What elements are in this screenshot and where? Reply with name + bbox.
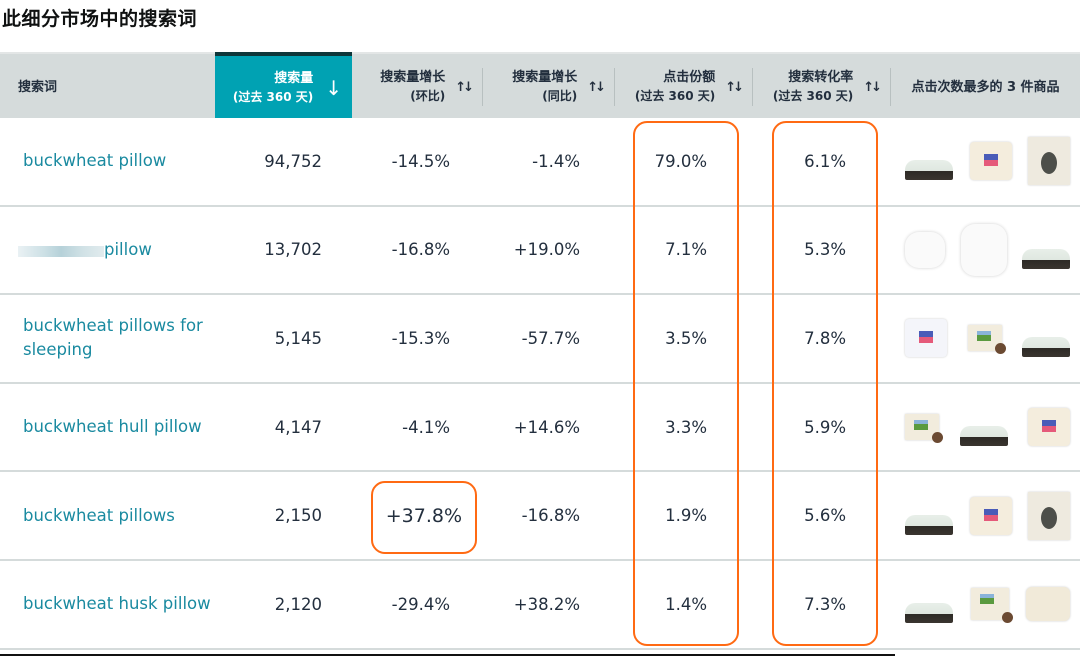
page-title: 此细分市场中的搜索词	[2, 8, 198, 30]
product-thumbnail-buckwheat-pillow[interactable]	[1022, 337, 1070, 358]
product-thumbnail-square-pillow[interactable]	[1028, 137, 1070, 186]
product-thumbnail-landscape-pillow-set[interactable]	[970, 588, 1013, 624]
growth-mom: -15.3%	[391, 328, 450, 348]
product-thumbnail-buckwheat-pillow[interactable]	[905, 160, 953, 181]
search-volume: 2,150	[274, 506, 322, 526]
product-thumbnail-usa-pillow[interactable]	[1028, 408, 1070, 447]
sort-descending-icon[interactable]: ↓	[325, 76, 342, 100]
col-header-top-products: 点击次数最多的 3 件商品	[911, 79, 1060, 95]
click-share: 79.0%	[654, 151, 707, 171]
growth-yoy: -1.4%	[532, 151, 580, 171]
table-row: pillow 13,702 -16.8% +19.0% 7.1% 5.3%	[0, 206, 1080, 296]
product-thumbnail-cream-pillow[interactable]	[1026, 587, 1070, 622]
search-term-link[interactable]: buckwheat pillow	[23, 151, 167, 171]
conversion-rate: 5.9%	[804, 417, 846, 437]
blurred-text	[18, 246, 104, 258]
growth-mom: -14.5%	[391, 151, 450, 171]
table-row: buckwheat pillows 2,150 +37.8% -16.8% 1.…	[0, 472, 1080, 561]
click-share: 1.9%	[665, 506, 707, 526]
top-products	[900, 207, 1075, 294]
sort-toggle-icon[interactable]: ↑↓	[587, 79, 606, 95]
top-products	[900, 561, 1075, 648]
product-thumbnail-landscape-pillow[interactable]	[905, 414, 943, 444]
click-share: 3.3%	[665, 417, 707, 437]
product-thumbnail-buckwheat-pillow[interactable]	[959, 426, 1008, 447]
col-header-search-term: 搜索词	[0, 54, 217, 120]
search-terms-table: 搜索词 搜索量 (过去 360 天) ↓ 搜索量增长 (环比) ↑↓ 搜索量增长 (同…	[0, 52, 1080, 650]
conversion-rate: 5.3%	[804, 240, 846, 260]
col-header-growth-mom[interactable]: 搜索量增长 (环比) ↑↓	[352, 54, 483, 120]
table-row: buckwheat pillow 94,752 -14.5% -1.4% 79.…	[0, 118, 1080, 207]
click-share: 1.4%	[665, 594, 707, 614]
click-share: 3.5%	[665, 328, 707, 348]
col-header-growth-yoy[interactable]: 搜索量增长 (同比) ↑↓	[483, 54, 615, 120]
search-term-link[interactable]: buckwheat husk pillow	[23, 594, 211, 614]
product-thumbnail-lumbar-pillow-large[interactable]	[960, 223, 1007, 276]
search-volume: 94,752	[264, 151, 322, 171]
table-row: buckwheat hull pillow 4,147 -4.1% +14.6%…	[0, 383, 1080, 473]
product-thumbnail-usa-pillow[interactable]	[969, 496, 1012, 535]
product-thumbnail-usa-pillow[interactable]	[969, 142, 1012, 181]
col-header-conversion-rate[interactable]: 搜索转化率 (过去 360 天) ↑↓	[753, 54, 891, 120]
divider	[0, 654, 895, 656]
table-row: buckwheat husk pillow 2,120 -29.4% +38.2…	[0, 560, 1080, 650]
conversion-rate: 7.3%	[804, 594, 846, 614]
growth-mom: -4.1%	[402, 417, 450, 437]
product-thumbnail-landscape-pillow[interactable]	[967, 325, 1006, 355]
product-thumbnail-lumbar-pillow[interactable]	[905, 231, 945, 268]
search-volume: 2,120	[274, 594, 322, 614]
sort-toggle-icon[interactable]: ↑↓	[455, 79, 474, 95]
growth-yoy: +38.2%	[513, 594, 580, 614]
col-header-click-share[interactable]: 点击份额 (过去 360 天) ↑↓	[615, 54, 753, 120]
search-term-link[interactable]: buckwheat pillows	[23, 505, 175, 525]
growth-yoy: -57.7%	[521, 328, 580, 348]
product-thumbnail-square-pillow[interactable]	[1028, 491, 1070, 540]
top-products	[900, 384, 1075, 471]
search-term-link[interactable]: pillow	[18, 207, 208, 294]
top-products	[900, 472, 1075, 559]
product-thumbnail-buckwheat-pillow[interactable]	[1022, 248, 1070, 269]
col-header-search-volume[interactable]: 搜索量 (过去 360 天) ↓	[215, 52, 352, 120]
search-volume: 13,702	[264, 240, 322, 260]
search-term-link[interactable]: buckwheat hull pillow	[23, 417, 202, 437]
product-thumbnail-usa-pillow[interactable]	[905, 319, 947, 358]
table-header: 搜索词 搜索量 (过去 360 天) ↓ 搜索量增长 (环比) ↑↓ 搜索量增长 (同…	[0, 52, 1080, 120]
conversion-rate: 7.8%	[804, 328, 846, 348]
search-term-link[interactable]: buckwheat pillows for sleeping	[23, 316, 203, 360]
sort-toggle-icon[interactable]: ↑↓	[863, 79, 882, 95]
growth-mom: +37.8%	[385, 504, 462, 527]
growth-yoy: +19.0%	[513, 240, 580, 260]
click-share: 7.1%	[665, 240, 707, 260]
growth-mom: -16.8%	[391, 240, 450, 260]
top-products	[900, 118, 1075, 205]
growth-mom: -29.4%	[391, 594, 450, 614]
sort-toggle-icon[interactable]: ↑↓	[725, 79, 744, 95]
product-thumbnail-buckwheat-pillow[interactable]	[905, 514, 953, 535]
conversion-rate: 5.6%	[804, 506, 846, 526]
search-volume: 5,145	[274, 328, 322, 348]
search-volume: 4,147	[274, 417, 322, 437]
growth-yoy: +14.6%	[513, 417, 580, 437]
conversion-rate: 6.1%	[804, 151, 846, 171]
product-thumbnail-buckwheat-pillow[interactable]	[905, 603, 953, 624]
top-products	[900, 295, 1075, 382]
table-row: buckwheat pillows for sleeping 5,145 -15…	[0, 295, 1080, 384]
growth-yoy: -16.8%	[521, 506, 580, 526]
